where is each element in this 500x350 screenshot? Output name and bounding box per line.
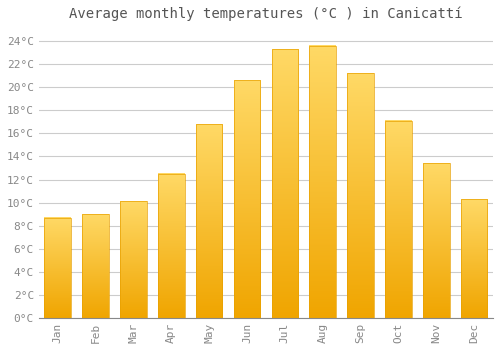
Bar bbox=[196, 124, 222, 318]
Bar bbox=[120, 202, 146, 318]
Bar bbox=[385, 121, 411, 318]
Bar bbox=[44, 218, 71, 318]
Bar bbox=[158, 174, 184, 318]
Title: Average monthly temperatures (°C ) in Canicattí: Average monthly temperatures (°C ) in Ca… bbox=[69, 7, 462, 21]
Bar bbox=[272, 49, 298, 318]
Bar bbox=[348, 74, 374, 318]
Bar bbox=[234, 80, 260, 318]
Bar bbox=[461, 199, 487, 318]
Bar bbox=[423, 163, 450, 318]
Bar bbox=[82, 214, 109, 318]
Bar bbox=[310, 46, 336, 318]
